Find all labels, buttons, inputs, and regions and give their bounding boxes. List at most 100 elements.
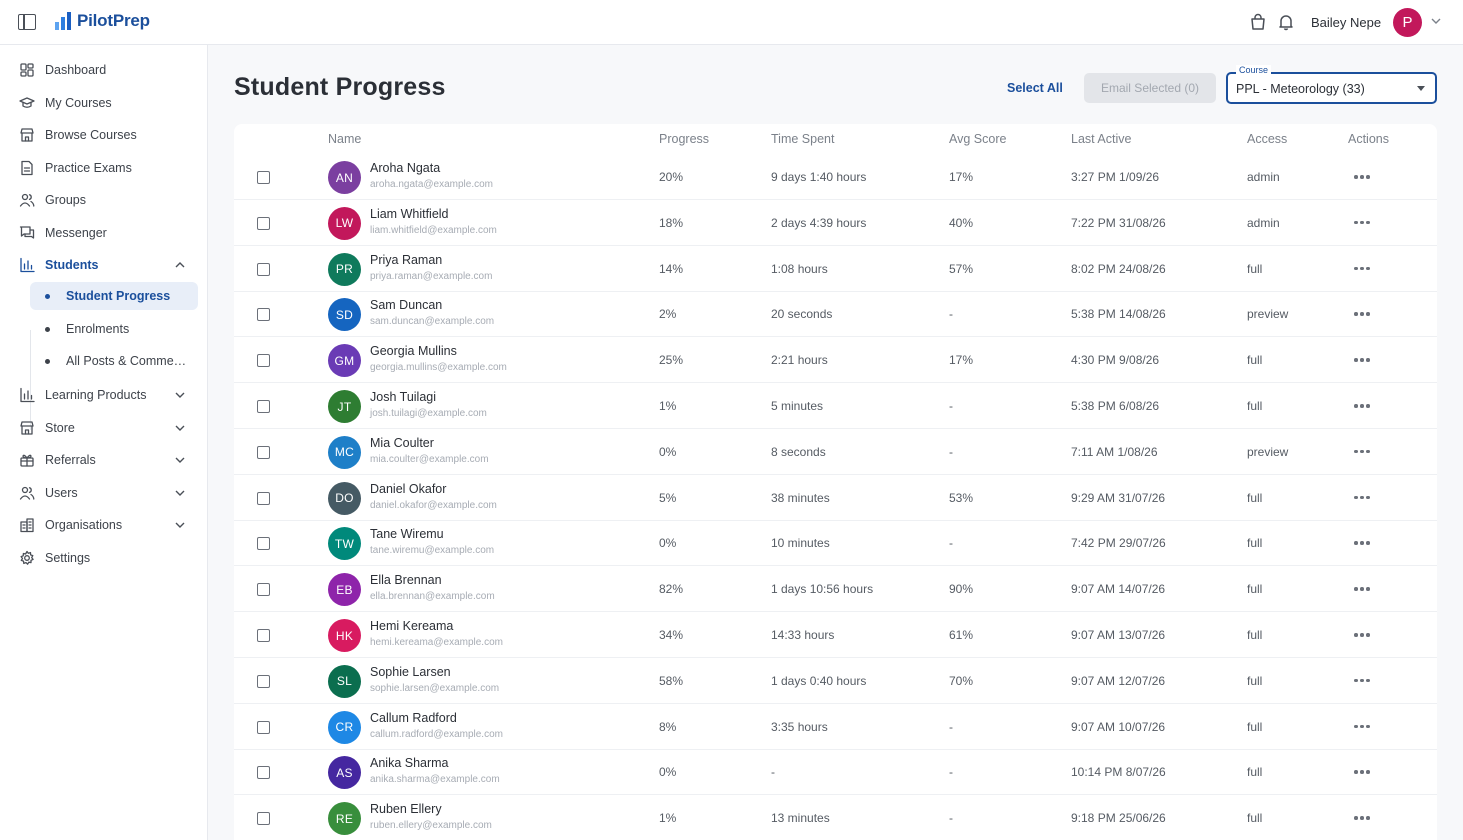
time-spent-value: 1 days 0:40 hours [771,673,867,688]
header-access[interactable]: Access [1247,132,1288,146]
row-checkbox[interactable] [257,766,270,780]
sidebar-item-groups[interactable]: Groups [0,185,208,215]
row-checkbox[interactable] [257,583,270,597]
more-actions-icon[interactable] [1354,534,1374,550]
row-checkbox[interactable] [257,445,270,459]
student-name[interactable]: Daniel Okafor [370,481,447,496]
more-actions-icon[interactable] [1354,626,1374,642]
more-actions-icon[interactable] [1354,672,1374,688]
header-avg-score[interactable]: Avg Score [949,132,1007,146]
table-row[interactable]: LW Liam Whitfield liam.whitfield@example.c… [234,200,1437,246]
chevron-down-icon[interactable] [174,519,186,531]
student-name[interactable]: Sam Duncan [370,298,443,313]
student-name[interactable]: Georgia Mullins [370,344,457,359]
chevron-up-icon[interactable] [174,259,186,271]
row-checkbox[interactable] [257,262,270,276]
student-name[interactable]: Liam Whitfield [370,206,449,221]
sidebar-item-practice-exams[interactable]: Practice Exams [0,153,208,183]
more-actions-icon[interactable] [1354,397,1374,413]
student-name[interactable]: Hemi Kereama [370,619,454,633]
more-actions-icon[interactable] [1354,763,1374,779]
sidebar-item-organisations[interactable]: Organisations [0,510,208,540]
sidebar-item-learning-products[interactable]: Learning Products [0,380,208,410]
shopping-bag-icon[interactable] [1249,13,1267,31]
sidebar-item-users[interactable]: Users [0,478,208,508]
table-row[interactable]: AN Aroha Ngata aroha.ngata@example.com 20% 9… [234,154,1437,200]
sidebar-item-store[interactable]: Store [0,413,208,443]
student-name[interactable]: Ella Brennan [370,573,442,588]
sidebar-item-browse-courses[interactable]: Browse Courses [0,120,208,150]
sidebar-subitem-label: Student Progress [66,289,171,303]
student-name[interactable]: Ruben Ellery [370,802,442,817]
row-checkbox[interactable] [257,674,270,688]
sidebar-item-referrals[interactable]: Referrals [0,445,208,475]
sidebar-item-settings[interactable]: Settings [0,543,208,573]
table-row[interactable]: SL Sophie Larsen sophie.larsen@example.com… [234,658,1437,704]
student-name[interactable]: Sophie Larsen [370,664,451,679]
more-actions-icon[interactable] [1354,809,1374,825]
sidebar-item-messenger[interactable]: Messenger [0,218,208,248]
table-row[interactable]: DO Daniel Okafor daniel.okafor@example.com… [234,475,1437,521]
row-checkbox[interactable] [257,720,270,734]
sidebar-item-my-courses[interactable]: My Courses [0,88,208,118]
student-name[interactable]: Aroha Ngata [370,161,441,175]
row-checkbox[interactable] [257,354,270,368]
user-avatar[interactable]: P [1393,8,1422,37]
table-row[interactable]: GM Georgia Mullins georgia.mullins@example… [234,337,1437,384]
row-checkbox[interactable] [257,629,270,642]
chevron-down-icon[interactable] [174,487,186,499]
user-name[interactable]: Bailey Nepe [1311,15,1382,30]
table-row[interactable]: RE Ruben Ellery ruben.ellery@example.com 1%… [234,795,1437,840]
more-actions-icon[interactable] [1354,580,1374,596]
table-row[interactable]: TW Tane Wiremu tane.wiremu@example.com 0% 10… [234,520,1437,567]
row-checkbox[interactable] [257,400,270,413]
table-row[interactable]: SD Sam Duncan sam.duncan@example.com 2% 20 s… [234,291,1437,338]
table-row[interactable]: HK Hemi Kereama hemi.kereama@example.com 34… [234,612,1437,658]
chevron-down-icon[interactable] [174,454,186,466]
course-select[interactable]: Course PPL - Meteorology (33) [1226,65,1437,104]
chevron-down-icon[interactable] [174,389,186,401]
row-checkbox[interactable] [257,491,270,505]
table-row[interactable]: CR Callum Radford callum.radford@example.c… [234,704,1437,750]
table-row[interactable]: JT Josh Tuilagi josh.tuilagi@example.com 1%… [234,383,1437,429]
row-checkbox[interactable] [257,171,270,184]
sidebar-item-students[interactable]: Students [0,250,208,280]
table-row[interactable]: AS Anika Sharma anika.sharma@example.com 0%… [234,749,1437,796]
sidebar-subitem-student-progress[interactable]: Student Progress [30,282,198,310]
more-actions-icon[interactable] [1354,443,1374,459]
sidebar-item-dashboard[interactable]: Dashboard [0,55,208,85]
row-checkbox[interactable] [257,537,270,551]
more-actions-icon[interactable] [1354,260,1374,276]
table-row[interactable]: EB Ella Brennan ella.brennan@example.com 82… [234,566,1437,613]
table-row[interactable]: PR Priya Raman priya.raman@example.com 14% 1… [234,246,1437,292]
sidebar-subitem-enrolments[interactable]: Enrolments [30,315,198,343]
more-actions-icon[interactable] [1354,214,1374,230]
student-name[interactable]: Mia Coulter [370,435,434,450]
student-name[interactable]: Callum Radford [370,710,457,725]
logo[interactable]: PilotPrep [55,12,150,30]
chevron-down-icon[interactable] [174,422,186,434]
chevron-down-icon[interactable] [1430,15,1442,27]
table-row[interactable]: MC Mia Coulter mia.coulter@example.com 0% 8 … [234,429,1437,475]
row-checkbox[interactable] [257,812,270,826]
header-time-spent[interactable]: Time Spent [771,132,835,146]
more-actions-icon[interactable] [1354,351,1374,367]
more-actions-icon[interactable] [1354,718,1374,734]
row-checkbox[interactable] [257,308,270,322]
student-name[interactable]: Anika Sharma [370,756,449,771]
more-actions-icon[interactable] [1354,305,1374,321]
header-name[interactable]: Name [328,132,362,146]
student-name[interactable]: Priya Raman [370,252,443,267]
student-name[interactable]: Tane Wiremu [370,527,444,542]
bell-icon[interactable] [1277,13,1295,31]
select-all-button[interactable]: Select All [1007,81,1063,95]
header-last-active[interactable]: Last Active [1071,132,1132,146]
sidebar-toggle-icon[interactable] [18,14,36,30]
more-actions-icon[interactable] [1354,489,1374,505]
more-actions-icon[interactable] [1354,168,1374,184]
header-progress[interactable]: Progress [659,132,710,146]
email-selected-button[interactable]: Email Selected (0) [1084,73,1216,103]
student-name[interactable]: Josh Tuilagi [370,390,437,404]
sidebar-subitem-all-posts-comments[interactable]: All Posts & Comments [30,347,198,375]
row-checkbox[interactable] [257,216,270,230]
